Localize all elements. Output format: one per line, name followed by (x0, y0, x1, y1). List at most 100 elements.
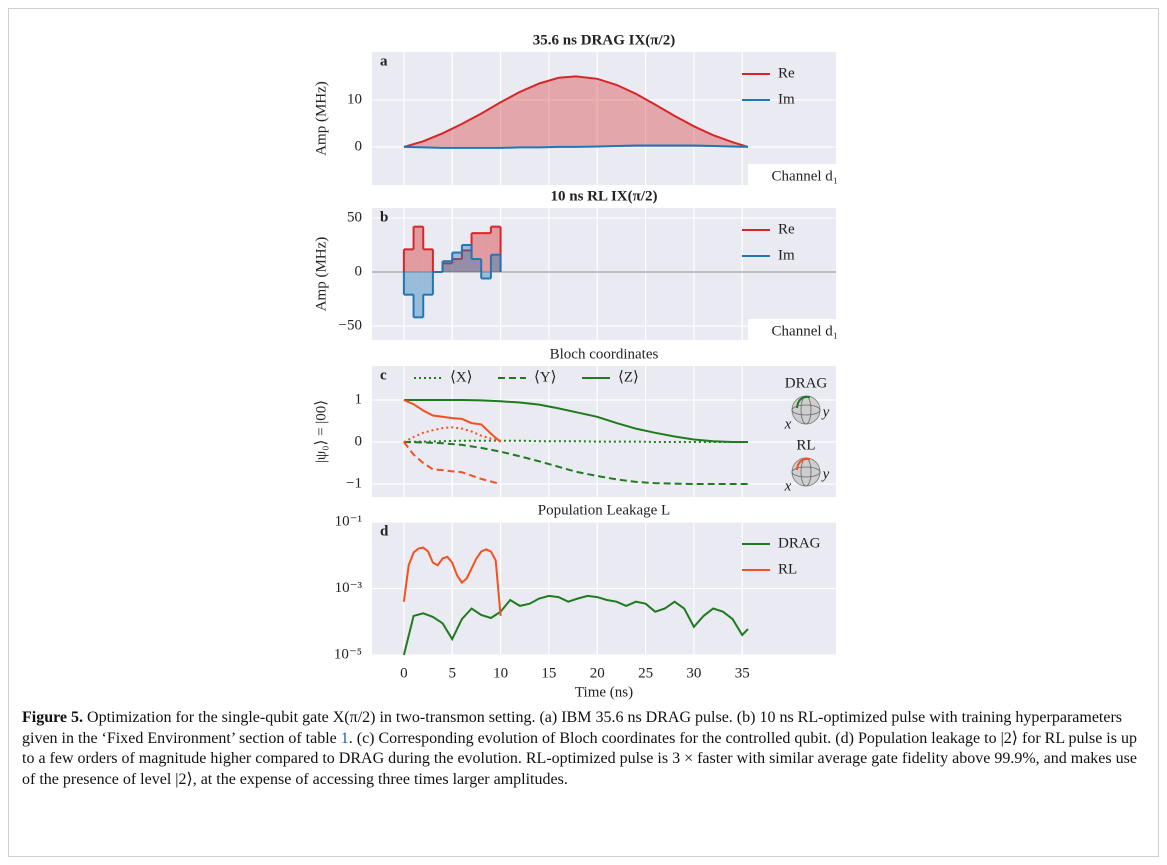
legend-label: Im (778, 91, 795, 107)
bloch-axis-label: y (821, 404, 830, 420)
annotation: Channel d₁ (772, 323, 838, 339)
x-tick-label: 0 (400, 665, 408, 681)
panel-letter: a (380, 53, 388, 69)
step-fill (423, 249, 433, 273)
step-fill (442, 261, 453, 273)
y-axis-label: |ψ₀⟩ = |00⟩ (313, 400, 329, 463)
panel-letter: b (380, 209, 388, 225)
y-tick-label: 10 (347, 91, 362, 107)
y-tick-label: 10⁻⁵ (334, 646, 362, 662)
legend-label: DRAG (778, 535, 821, 551)
step-fill (490, 226, 501, 273)
bloch-label: DRAG (785, 375, 828, 391)
legend-label: Re (778, 65, 795, 81)
panel-letter: d (380, 523, 389, 539)
step-fill (490, 254, 501, 273)
x-tick-label: 25 (638, 665, 653, 681)
plot-background (372, 366, 836, 497)
bloch-axis-label: x (784, 478, 792, 494)
y-tick-label: 0 (355, 263, 363, 279)
step-fill (413, 272, 424, 318)
frame (8, 8, 1159, 857)
step-fill (423, 272, 433, 295)
panel-title: 35.6 ns DRAG IX(π/2) (533, 32, 675, 48)
plot-area (372, 52, 836, 185)
y-tick-label: 0 (355, 138, 363, 154)
legend-label: ⟨Y⟩ (534, 369, 557, 385)
legend-label: Re (778, 221, 795, 237)
caption: Figure 5. Optimization for the single-qu… (22, 708, 1147, 790)
series-line (403, 399, 502, 443)
y-tick-label: −1 (346, 475, 362, 491)
x-axis-label: Time (ns) (575, 684, 633, 700)
bloch-ring (800, 395, 812, 425)
step-fill (403, 249, 414, 273)
plot-area (372, 208, 836, 340)
series-line (403, 441, 748, 485)
legend-label: Im (778, 247, 795, 263)
legend-label: ⟨X⟩ (450, 369, 473, 385)
x-tick-label: 10 (493, 665, 508, 681)
plot-area (372, 366, 836, 497)
bloch-axis-label: x (784, 416, 792, 432)
step-fill (471, 259, 482, 273)
bloch-ring (791, 466, 821, 478)
caption-text: . (c) Corresponding evolution of Bloch c… (22, 729, 1137, 788)
bloch-trajectory (796, 457, 811, 471)
series-line (403, 144, 749, 149)
x-tick-label: 30 (686, 665, 701, 681)
bloch-trajectory (796, 395, 811, 409)
table-ref[interactable]: 1 (340, 729, 349, 747)
x-tick-label: 15 (541, 665, 556, 681)
x-tick-label: 20 (590, 665, 605, 681)
y-tick-label: 10⁻³ (335, 580, 363, 596)
legend-label: ⟨Z⟩ (618, 369, 639, 385)
annotation-box (748, 319, 842, 343)
legend-label: RL (778, 561, 797, 577)
bloch-sphere (791, 395, 821, 425)
panel-letter: c (380, 367, 387, 383)
x-tick-label: 35 (735, 665, 750, 681)
series-line (402, 546, 502, 616)
step-fill (461, 250, 472, 273)
x-tick-label: 5 (448, 665, 456, 681)
annotation: Channel d₁ (772, 168, 838, 184)
bloch-ring (800, 457, 812, 487)
bloch-sphere (791, 457, 821, 487)
annotation-box (748, 164, 842, 188)
bloch-ring (791, 404, 821, 416)
bloch-axis-label: y (821, 466, 830, 482)
series-line (403, 75, 749, 148)
panel-title: Bloch coordinates (550, 346, 659, 362)
y-tick-label: 0 (355, 433, 363, 449)
caption-label: Figure 5. (22, 709, 84, 726)
y-axis-label: Amp (MHz) (313, 237, 329, 312)
step-fill (471, 233, 482, 273)
step-fill (452, 252, 462, 273)
step-fill (481, 272, 491, 279)
panel-title: 10 ns RL IX(π/2) (551, 188, 658, 204)
area-fill (403, 76, 749, 147)
caption-text: Optimization for the single-qubit gate X… (22, 709, 1123, 747)
step-fill (461, 245, 472, 273)
step-fill (452, 259, 462, 273)
step-fill (403, 272, 414, 295)
series-line (403, 441, 501, 485)
step-fill (442, 263, 453, 273)
plot-area (372, 522, 836, 655)
series-line (402, 594, 749, 655)
bloch-label: RL (796, 437, 815, 453)
panel-title: Population Leakage L (538, 502, 670, 518)
step-fill (413, 226, 424, 273)
series-line (403, 439, 748, 443)
y-tick-label: −50 (339, 317, 362, 333)
series-line (403, 426, 501, 443)
y-axis-label: Amp (MHz) (313, 81, 329, 156)
step-fill (481, 233, 491, 273)
y-tick-label: 1 (355, 391, 363, 407)
y-tick-label: 50 (347, 209, 362, 225)
y-tick-label: 10⁻¹ (335, 513, 362, 529)
series-line (403, 399, 748, 443)
